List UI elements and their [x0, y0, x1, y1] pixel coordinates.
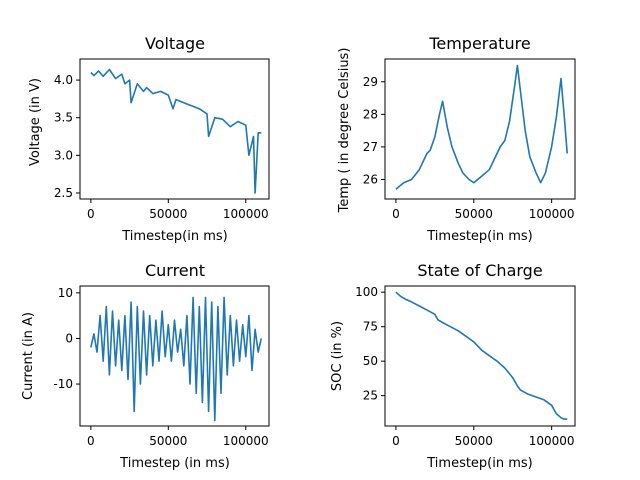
temperature-plot: 0 50000 100000 26 27 28 29 — [363, 58, 576, 221]
temperature-ylabel: Temp ( in degree Celsius) — [337, 48, 352, 214]
current-xlabel: Timestep (in ms) — [119, 456, 230, 471]
voltage-y-tick-label: 3.5 — [54, 111, 73, 125]
temperature-y-tick-label: 26 — [363, 172, 378, 186]
voltage-x-tick-label: 100000 — [223, 207, 269, 221]
temperature-y-tick-label: 27 — [363, 140, 378, 154]
soc-x-tick-label: 100000 — [529, 434, 575, 448]
voltage-x-tick-label: 0 — [87, 207, 95, 221]
current-title: Current — [145, 261, 205, 280]
current-x-tick-label: 100000 — [223, 434, 269, 448]
temperature-series-line — [395, 64, 568, 190]
current-plot: 0 50000 100000 -10 0 10 — [53, 285, 270, 448]
temperature-xlabel: Timestep(in ms) — [426, 229, 533, 244]
temperature-x-tick-label: 100000 — [529, 207, 575, 221]
soc-y-tick-label: 100 — [355, 285, 378, 299]
current-series-line — [90, 296, 263, 422]
soc-axes-frame — [384, 285, 576, 427]
soc-ylabel: SOC (in %) — [330, 321, 345, 391]
voltage-series-line — [90, 68, 262, 194]
current-x-tick-label: 0 — [87, 434, 95, 448]
current-panel: Current Timestep (in ms) Current (in A) … — [21, 261, 270, 471]
current-y-tick-label: 10 — [58, 286, 73, 300]
soc-y-tick-label: 25 — [363, 389, 378, 403]
current-x-tick-label: 50000 — [149, 434, 187, 448]
soc-series-line — [395, 291, 568, 420]
current-axes-frame — [79, 285, 270, 427]
voltage-axes-frame — [79, 58, 270, 200]
temperature-title: Temperature — [428, 34, 530, 53]
soc-y-tick-label: 75 — [363, 320, 378, 334]
temperature-x-tick-label: 50000 — [455, 207, 493, 221]
soc-x-tick-label: 50000 — [455, 434, 493, 448]
temperature-axes-frame — [384, 58, 576, 200]
soc-plot: 0 50000 100000 25 50 75 100 — [355, 285, 576, 448]
voltage-y-tick-label: 4.0 — [54, 73, 73, 87]
voltage-y-tick-label: 3.0 — [54, 148, 73, 162]
voltage-ylabel: Voltage (in V) — [28, 78, 43, 166]
current-y-tick-label: -10 — [53, 377, 73, 391]
temperature-y-tick-label: 29 — [363, 75, 378, 89]
soc-y-tick-label: 50 — [363, 354, 378, 368]
soc-xlabel: Timestep(in ms) — [426, 456, 533, 471]
soc-x-tick-label: 0 — [392, 434, 400, 448]
voltage-x-tick-label: 50000 — [149, 207, 187, 221]
soc-panel: State of Charge Timestep(in ms) SOC (in … — [330, 261, 576, 471]
current-ylabel: Current (in A) — [21, 312, 36, 400]
voltage-xlabel: Timestep(in ms) — [121, 229, 228, 244]
temperature-x-tick-label: 0 — [392, 207, 400, 221]
temperature-panel: Temperature Timestep(in ms) Temp ( in de… — [337, 34, 576, 244]
voltage-panel: Voltage Timestep(in ms) Voltage (in V) 0… — [28, 34, 270, 244]
voltage-title: Voltage — [145, 34, 205, 53]
temperature-y-tick-label: 28 — [363, 107, 378, 121]
voltage-y-tick-label: 2.5 — [54, 186, 73, 200]
voltage-plot: 0 50000 100000 2.5 3.0 3.5 4.0 — [54, 58, 270, 221]
current-y-tick-label: 0 — [65, 331, 73, 345]
soc-title: State of Charge — [417, 261, 542, 280]
